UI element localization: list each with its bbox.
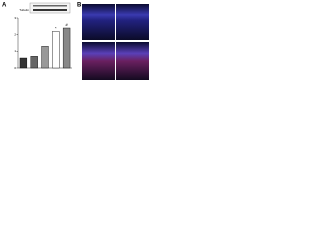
micrograph <box>116 42 149 80</box>
significance-mark: # <box>65 22 68 27</box>
bar-chart: 0 1 2 3 * # <box>14 16 72 70</box>
micrograph <box>116 4 149 40</box>
y-tick-label: 2 <box>14 32 16 36</box>
western-blot <box>29 2 71 14</box>
blot-band <box>33 5 67 7</box>
figure: A Tubulin 0 1 2 3 * # B <box>2 2 149 80</box>
micrograph <box>82 42 115 80</box>
panel-label: A <box>2 3 7 9</box>
blot-band <box>33 9 67 11</box>
bar <box>52 31 60 69</box>
panel-label: B <box>77 3 82 9</box>
bar <box>41 46 49 69</box>
y-tick-label: 3 <box>14 16 16 20</box>
significance-mark: * <box>55 25 57 30</box>
bar <box>19 57 28 69</box>
micrograph <box>82 4 115 40</box>
bar <box>62 27 71 69</box>
bar <box>30 56 38 69</box>
y-tick-label: 1 <box>14 49 16 53</box>
y-tick-label: 0 <box>14 66 16 70</box>
blot-label: Tubulin <box>19 8 29 12</box>
